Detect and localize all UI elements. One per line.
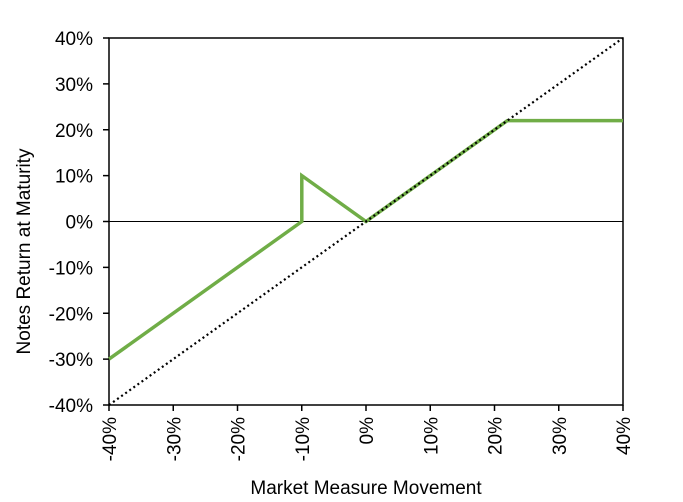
x-axis-ticks: -40% -30% -20% -10% 0% 10% 20% 30% 40% (100, 405, 635, 461)
y-tick-label: 10% (55, 167, 93, 188)
x-tick-label: -30% (164, 417, 185, 461)
x-tick-label: -40% (100, 417, 121, 461)
x-tick-label: 40% (614, 417, 635, 455)
y-tick-label: 20% (55, 121, 93, 142)
y-axis-title: Notes Return at Maturity (14, 148, 35, 354)
y-tick-label: 30% (55, 75, 93, 96)
x-tick-label: 0% (357, 417, 378, 445)
y-axis-ticks: 40% 30% 20% 10% 0% -10% -20% -30% -40% (49, 29, 109, 417)
x-tick-label: 30% (550, 417, 571, 455)
notes-return-line (107, 118, 623, 361)
plot-area (107, 37, 624, 406)
y-tick-label: 0% (66, 213, 94, 234)
x-axis-title: Market Measure Movement (250, 478, 482, 499)
y-tick-label: -10% (49, 258, 93, 279)
reference-line (108, 37, 624, 406)
y-tick-label: -40% (49, 396, 93, 417)
y-tick-label: -30% (49, 350, 93, 371)
y-tick-label: -20% (49, 304, 93, 325)
y-tick-label: 40% (55, 29, 93, 50)
x-tick-label: 20% (486, 417, 507, 455)
x-tick-label: 10% (421, 417, 442, 455)
x-tick-label: -10% (293, 417, 314, 461)
x-tick-label: -20% (229, 417, 250, 461)
